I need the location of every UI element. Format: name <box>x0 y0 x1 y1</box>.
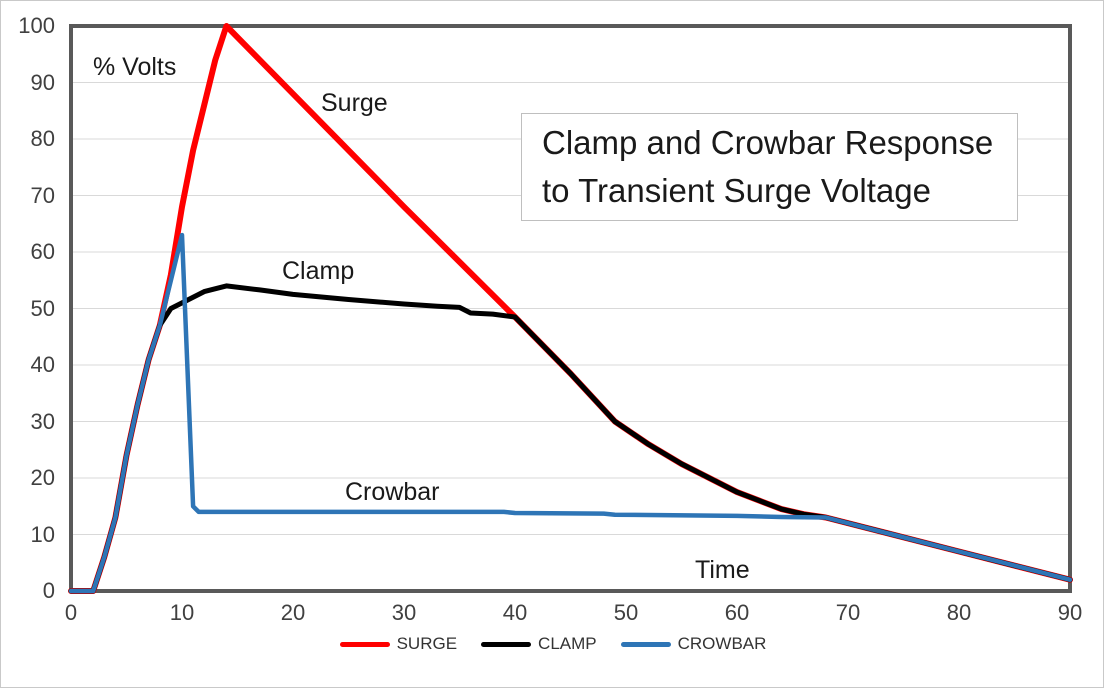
y-axis-title: % Volts <box>93 53 177 81</box>
surge-series-label: Surge <box>321 89 388 117</box>
horizontal-gridlines <box>71 82 1070 535</box>
x-tick-10: 10 <box>169 600 195 625</box>
y-tick-80: 80 <box>30 126 55 151</box>
x-tick-20: 20 <box>280 600 306 625</box>
crowbar-series-label: Crowbar <box>345 478 440 506</box>
legend-swatch-clamp <box>481 641 532 647</box>
x-tick-90: 90 <box>1057 600 1083 625</box>
y-tick-0: 0 <box>42 578 55 603</box>
legend-label-clamp: CLAMP <box>538 634 597 653</box>
y-tick-10: 10 <box>30 521 55 547</box>
clamp-line <box>68 283 1073 594</box>
plot-area-border <box>69 24 1072 593</box>
y-tick-50: 50 <box>30 295 55 321</box>
x-tick-30: 30 <box>391 600 417 625</box>
legend-swatch-crowbar <box>620 641 671 647</box>
y-tick-20: 20 <box>30 465 55 490</box>
y-tick-90: 90 <box>30 69 55 95</box>
x-tick-0: 0 <box>64 600 78 625</box>
chart-legend: SURGE CLAMP CROWBAR <box>1 634 1103 654</box>
y-tick-70: 70 <box>30 182 55 208</box>
y-tick-100: 100 <box>18 13 55 38</box>
legend-swatch-surge <box>339 641 390 647</box>
crowbar-line <box>68 232 1073 594</box>
y-tick-30: 30 <box>30 408 55 434</box>
chart-title: Clamp and Crowbar Response to Transient … <box>542 124 994 209</box>
x-tick-80: 80 <box>946 600 972 625</box>
x-axis-title: Time <box>695 556 750 584</box>
legend-item-clamp: CLAMP <box>481 634 597 654</box>
series-lines <box>68 23 1073 594</box>
legend-item-crowbar: CROWBAR <box>620 634 767 654</box>
y-tick-60: 60 <box>30 239 55 264</box>
clamp-series-label: Clamp <box>282 257 355 285</box>
chart-title-box: Clamp and Crowbar Response to Transient … <box>521 113 1018 221</box>
x-tick-50: 50 <box>613 600 639 625</box>
x-tick-70: 70 <box>835 600 861 625</box>
legend-item-surge: SURGE <box>339 634 458 654</box>
x-tick-40: 40 <box>502 600 528 625</box>
x-tick-60: 60 <box>724 600 750 625</box>
legend-label-surge: SURGE <box>396 634 458 653</box>
legend-label-crowbar: CROWBAR <box>677 634 767 653</box>
y-tick-40: 40 <box>30 352 55 377</box>
